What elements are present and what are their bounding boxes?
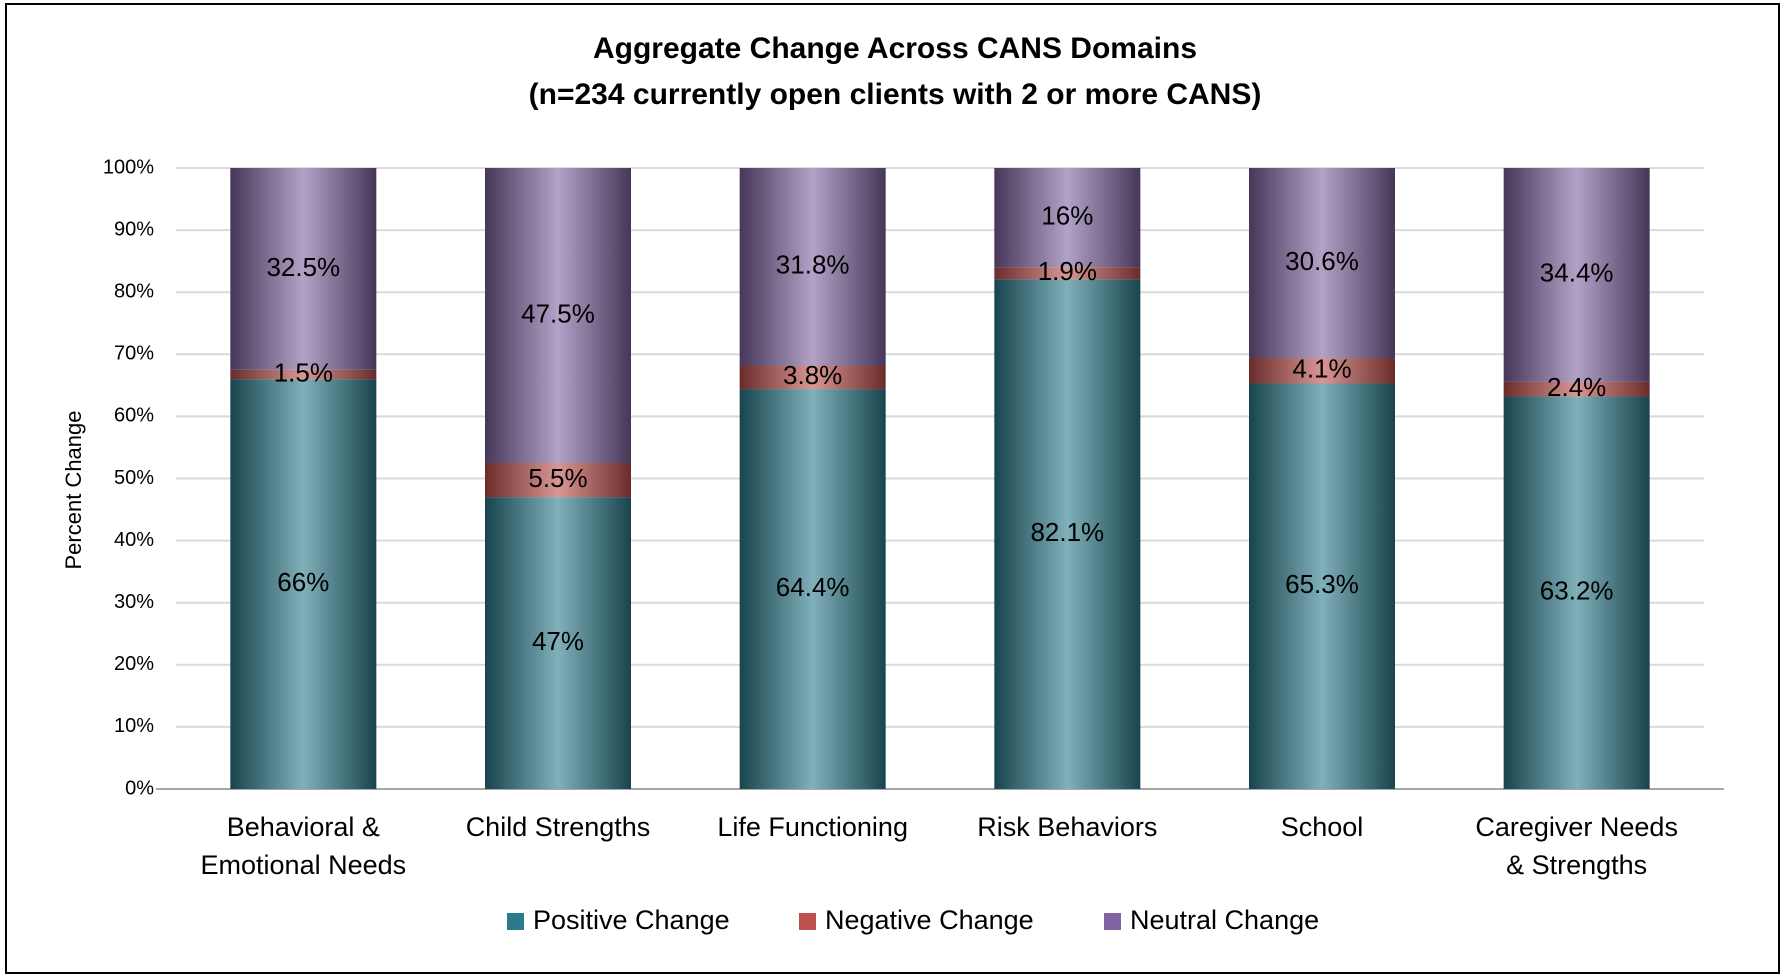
y-tick-label: 20% xyxy=(114,653,154,675)
bar-segment xyxy=(230,168,377,370)
data-label: 1.9% xyxy=(1038,256,1097,286)
bar-segment xyxy=(1503,168,1650,382)
y-tick-label: 80% xyxy=(114,280,154,302)
y-tick-label: 0% xyxy=(125,777,154,799)
bar-segment xyxy=(1503,381,1650,397)
y-tick-label: 90% xyxy=(114,218,154,240)
bar-segment xyxy=(485,168,631,463)
data-label: 5.5% xyxy=(528,463,587,493)
data-label: 66% xyxy=(277,567,329,597)
y-tick-label: 70% xyxy=(114,343,154,365)
data-label: 3.8% xyxy=(783,360,842,390)
y-tick-label: 40% xyxy=(114,529,154,551)
bar-segment xyxy=(739,389,886,789)
x-tick-label: Child Strengths xyxy=(465,812,651,842)
x-tick-label: Life Functioning xyxy=(717,812,908,842)
bar-segment xyxy=(1249,358,1395,384)
data-label: 34.4% xyxy=(1540,258,1614,288)
data-label: 30.6% xyxy=(1285,246,1359,276)
legend-label: Negative Change xyxy=(825,905,1034,935)
data-label: 47.5% xyxy=(521,298,595,328)
y-tick-label: 50% xyxy=(114,467,154,489)
x-tick-label: Behavioral & Emotional Needs xyxy=(200,812,407,880)
x-tick-label: Caregiver Needs & Strengths xyxy=(1475,812,1678,880)
data-label: 1.5% xyxy=(274,357,333,387)
bar-segment xyxy=(485,497,631,789)
bar-segment xyxy=(1249,168,1395,359)
data-label: 2.4% xyxy=(1547,372,1606,402)
legend-swatch xyxy=(799,913,816,930)
chart-border xyxy=(5,3,1780,974)
data-label: 82.1% xyxy=(1030,517,1104,547)
legend-label: Positive Change xyxy=(533,905,730,935)
x-tick-label: Risk Behaviors xyxy=(977,812,1158,842)
bar-segment xyxy=(1249,383,1395,789)
y-tick-label: 100% xyxy=(103,156,154,178)
chart-title: Aggregate Change Across CANS Domains xyxy=(593,32,1197,65)
legend-label: Neutral Change xyxy=(1130,905,1319,935)
bar-segment xyxy=(485,462,631,498)
data-label: 64.4% xyxy=(776,572,850,602)
data-label: 32.5% xyxy=(266,252,340,282)
data-label: 4.1% xyxy=(1292,354,1351,384)
bar-segment xyxy=(994,279,1141,789)
bar-segment xyxy=(230,369,377,380)
data-label: 31.8% xyxy=(776,250,850,280)
chart-subtitle: (n=234 currently open clients with 2 or … xyxy=(529,78,1262,111)
bar-segment xyxy=(739,168,886,366)
x-tick-label: School xyxy=(1280,812,1364,842)
legend-swatch xyxy=(1104,913,1121,930)
y-tick-label: 60% xyxy=(114,405,154,427)
data-label: 65.3% xyxy=(1285,569,1359,599)
bar-segment xyxy=(739,365,886,390)
y-tick-label: 30% xyxy=(114,591,154,613)
bar-segment xyxy=(994,267,1141,280)
bar-segment xyxy=(994,168,1141,268)
data-label: 63.2% xyxy=(1540,576,1614,606)
bar-segment xyxy=(230,379,377,789)
data-label: 16% xyxy=(1041,201,1093,231)
y-tick-label: 10% xyxy=(114,715,154,737)
bar-segment xyxy=(1503,396,1650,789)
y-axis-label: Percent Change xyxy=(61,411,86,570)
data-label: 47% xyxy=(532,626,584,656)
legend-swatch xyxy=(507,913,524,930)
